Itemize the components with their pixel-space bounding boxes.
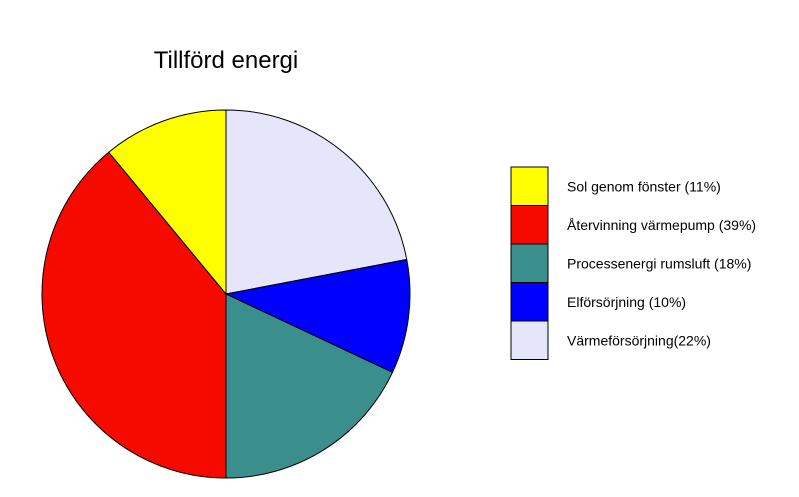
- pie-slice-sol-genom-fonster-11: [108, 109, 227, 296]
- legend: Sol genom fönster (11%) Återvinning värme…: [510, 166, 756, 360]
- legend-label-varmeforsorjning-22: Värmeförsörjning(22%): [567, 332, 711, 348]
- pie-slice-elforsorjning-10: [224, 258, 411, 374]
- pie-slice-processenergi-rumsluft-18: [225, 293, 394, 479]
- legend-swatch-atervinning-varmepump-39: [510, 205, 549, 245]
- legend-label-sol-genom-fonster-11: Sol genom fönster (11%): [567, 178, 721, 194]
- pie-slices: [41, 109, 411, 479]
- legend-swatch-varmeforsorjning-22: [510, 320, 549, 360]
- legend-swatch-elforsorjning-10: [510, 282, 549, 322]
- chart-title: Tillförd energi: [154, 47, 299, 74]
- legend-label-elforsorjning-10: Elförsörjning (10%): [567, 294, 686, 310]
- pie-slice-atervinning-varmepump-39: [41, 151, 227, 479]
- legend-label-processenergi-rumsluft-18: Processenergi rumsluft (18%): [567, 255, 751, 271]
- legend-label-atervinning-varmepump-39: Återvinning värmepump (39%): [567, 217, 756, 233]
- legend-swatch-sol-genom-fonster-11: [510, 166, 549, 206]
- legend-swatch-processenergi-rumsluft-18: [510, 243, 549, 283]
- pie-slice-varmeforsorjning-22: [225, 109, 408, 295]
